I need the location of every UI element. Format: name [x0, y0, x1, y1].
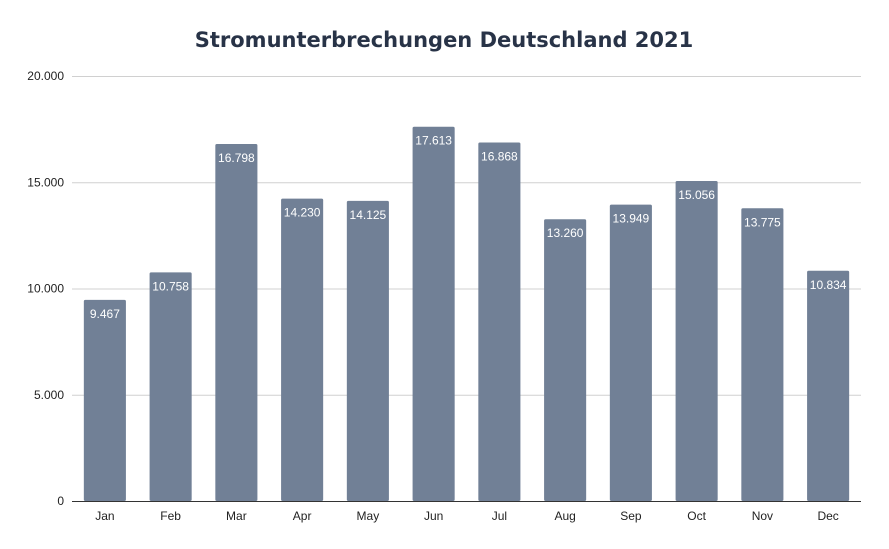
x-tick-label: Jan [95, 509, 114, 523]
bar-sep [609, 204, 652, 502]
x-tick-label: Dec [817, 509, 838, 523]
x-tick-label: Apr [293, 509, 312, 523]
y-tick-label: 10.000 [27, 282, 64, 296]
bar-dec [807, 270, 850, 501]
x-tick-label: Aug [554, 509, 575, 523]
bar-value-label: 17.613 [415, 134, 452, 148]
bar-value-label: 16.868 [481, 150, 518, 164]
gridlines [72, 76, 861, 396]
bar-may [346, 200, 389, 501]
bars [83, 126, 850, 502]
bar-value-label: 13.775 [744, 215, 781, 229]
bar-jan [83, 299, 126, 501]
bar-jun [412, 126, 455, 501]
y-tick-label: 15.000 [27, 175, 64, 189]
y-tick-label: 20.000 [27, 69, 64, 83]
x-tick-label: Jul [492, 509, 507, 523]
x-tick-label: Oct [687, 509, 706, 523]
x-axis-ticks: Jan Feb Mar Apr May Jun Jul Aug Sep Oct Nov Dec [95, 509, 839, 523]
y-axis-ticks: 0 5.000 10.000 15.000 20.000 [27, 69, 64, 508]
bar-value-label: 13.260 [547, 226, 584, 240]
x-tick-label: Sep [620, 509, 642, 523]
x-tick-label: Feb [160, 509, 181, 523]
bar-value-label: 10.834 [810, 278, 847, 292]
x-tick-label: Nov [752, 509, 773, 523]
bar-aug [544, 219, 587, 501]
bar-value-label: 15.056 [678, 188, 715, 202]
bar-value-label: 14.230 [284, 206, 321, 220]
bar-value-label: 13.949 [613, 212, 650, 226]
bar-apr [281, 198, 324, 502]
bar-mar [215, 144, 258, 502]
bar-value-labels: 9.467 10.758 16.798 14.230 14.125 17.613 16.86… [90, 134, 847, 321]
bar-oct [675, 181, 718, 501]
chart-title: Stromunterbrechungen Deutschland 2021 [195, 28, 694, 52]
bar-value-label: 16.798 [218, 151, 255, 165]
bar-feb [149, 272, 192, 501]
x-tick-label: Jun [424, 509, 443, 523]
x-tick-label: May [357, 509, 380, 523]
y-tick-label: 0 [57, 494, 64, 508]
bar-value-label: 9.467 [90, 307, 120, 321]
bar-nov [741, 208, 784, 501]
x-tick-label: Mar [226, 509, 247, 523]
bar-value-label: 14.125 [350, 208, 387, 222]
bar-jul [478, 142, 521, 501]
bar-value-label: 10.758 [152, 279, 189, 293]
y-tick-label: 5.000 [34, 388, 64, 402]
